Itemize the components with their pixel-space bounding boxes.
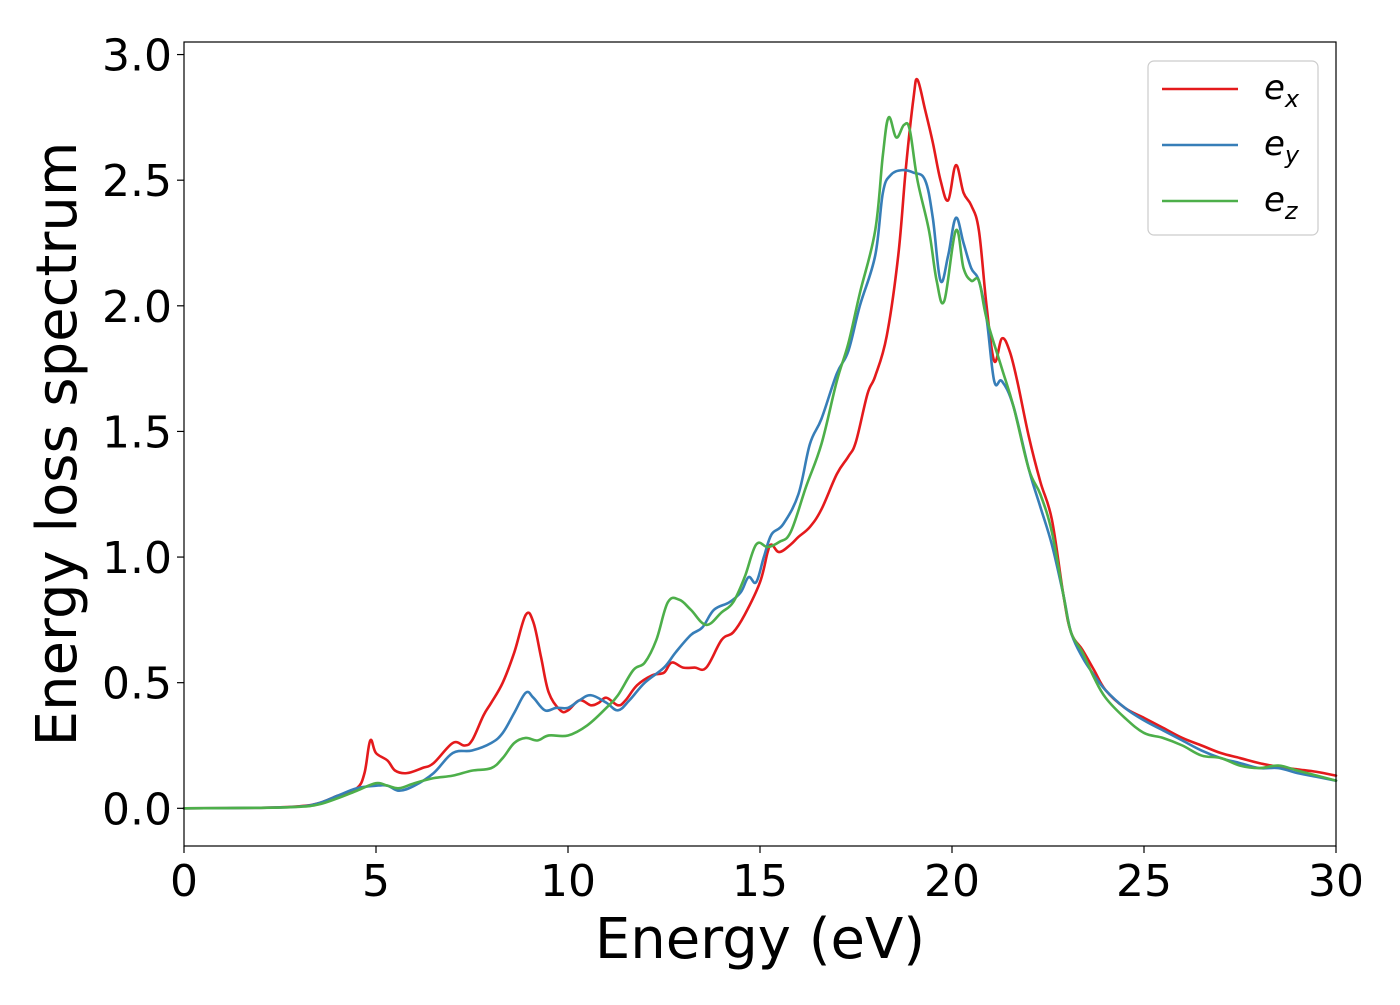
legend-label-subscript: z [1284,197,1299,225]
x-tick-label: 25 [1116,856,1172,907]
legend-label-e-z: ez [1264,180,1299,225]
x-tick-label: 15 [732,856,788,907]
x-tick-label: 20 [924,856,980,907]
y-tick-label: 1.5 [102,407,172,458]
series-line-e-z [182,115,1338,810]
x-axis-label: Energy (eV) [595,907,925,972]
x-axis: 0 5 10 15 20 25 30 [170,846,1364,907]
y-tick-label: 2.0 [102,282,172,333]
x-tick-label: 0 [170,856,198,907]
y-tick-label: 1.0 [102,533,172,584]
legend-label-base: e [1264,180,1285,220]
y-tick-label: 0.0 [102,784,172,835]
legend-label-base: e [1264,68,1285,108]
y-tick-label: 0.5 [102,659,172,710]
series-layer [182,77,1338,810]
x-tick-label: 30 [1308,856,1364,907]
y-tick-label: 3.0 [102,31,172,82]
y-axis: 0.0 0.5 1.0 1.5 2.0 2.5 3.0 [102,31,184,835]
x-tick-label: 10 [540,856,596,907]
y-axis-label: Energy loss spectrum [25,142,90,747]
legend-label-e-x: ex [1264,68,1300,113]
x-tick-label: 5 [362,856,390,907]
legend-label-subscript: y [1284,141,1300,169]
plot-area-background [184,42,1336,846]
legend-label-e-y: ey [1264,124,1300,169]
legend-box [1147,60,1319,236]
y-tick-label: 2.5 [102,156,172,207]
legend-label-base: e [1264,124,1285,164]
legend-label-subscript: x [1284,85,1300,113]
